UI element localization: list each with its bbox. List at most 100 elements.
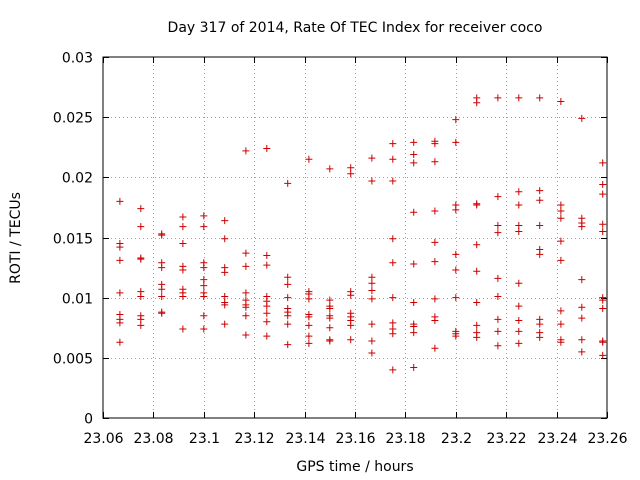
data-point-plus xyxy=(221,235,229,243)
data-point-plus xyxy=(452,294,460,302)
data-point-plus xyxy=(536,187,544,195)
data-point-plus xyxy=(347,170,355,178)
data-point-plus xyxy=(137,292,145,300)
data-point-plus xyxy=(515,188,523,196)
data-point-plus xyxy=(137,315,145,323)
data-point-plus xyxy=(452,250,460,258)
data-point-plus xyxy=(578,276,586,284)
chart-title: Day 317 of 2014, Rate Of TEC Index for r… xyxy=(168,20,543,36)
data-point-plus xyxy=(599,181,607,189)
data-point-plus xyxy=(137,321,145,329)
data-point-plus xyxy=(242,289,250,297)
data-point-plus xyxy=(284,294,292,302)
data-point-plus xyxy=(473,321,481,329)
data-point-plus xyxy=(578,223,586,231)
data-point-plus xyxy=(221,268,229,276)
data-point-plus xyxy=(494,94,502,102)
data-point-plus xyxy=(368,295,376,303)
data-point-plus xyxy=(389,366,397,374)
y-axis-label: ROTI / TECUs xyxy=(8,192,24,284)
data-point-plus xyxy=(326,296,334,304)
data-point-plus xyxy=(389,140,397,148)
data-point-plus xyxy=(494,229,502,237)
data-point-plus xyxy=(515,317,523,325)
data-point-plus xyxy=(116,197,124,205)
data-point-plus xyxy=(263,318,271,326)
y-tick-label: 0.015 xyxy=(53,232,93,248)
data-point-plus xyxy=(410,138,418,146)
data-point-plus xyxy=(305,339,313,347)
data-point-plus xyxy=(536,196,544,204)
data-point-plus xyxy=(515,302,523,310)
data-point-plus xyxy=(452,116,460,124)
y-tick-label: 0.01 xyxy=(62,292,93,308)
data-point-plus xyxy=(389,235,397,243)
data-point-plus xyxy=(263,332,271,340)
data-point-plus xyxy=(452,138,460,146)
y-tick-label: 0.03 xyxy=(62,51,93,67)
data-point-plus xyxy=(179,266,187,274)
data-point-plus xyxy=(410,329,418,337)
data-point-plus xyxy=(515,327,523,335)
data-point-plus xyxy=(431,317,439,325)
y-tick-labels: 0 0.005 0.01 0.015 0.02 0.025 0.03 xyxy=(53,51,93,428)
data-point-plus xyxy=(452,266,460,274)
data-point-plus xyxy=(242,147,250,155)
data-point-plus xyxy=(158,292,166,300)
data-point-plus xyxy=(410,150,418,158)
data-point-plus xyxy=(326,304,334,312)
data-point-plus xyxy=(347,321,355,329)
data-point-plus xyxy=(200,292,208,300)
data-point-plus xyxy=(410,208,418,216)
y-tick-label: 0.005 xyxy=(53,352,93,368)
data-point-plus xyxy=(284,273,292,281)
data-point-plus xyxy=(263,309,271,317)
data-point-plus xyxy=(242,249,250,257)
data-point-plus xyxy=(389,259,397,267)
data-point-plus xyxy=(284,179,292,187)
data-point-plus xyxy=(536,333,544,341)
data-point-plus xyxy=(116,289,124,297)
data-point-plus xyxy=(179,325,187,333)
data-point-plus xyxy=(389,155,397,163)
data-point-plus xyxy=(200,276,208,284)
data-point-plus xyxy=(557,214,565,222)
data-point-plus xyxy=(326,314,334,322)
data-point-plus xyxy=(389,294,397,302)
data-point-plus xyxy=(515,201,523,209)
data-point-plus xyxy=(431,295,439,303)
data-point-plus xyxy=(368,286,376,294)
data-point-plus xyxy=(263,261,271,269)
data-point-plus xyxy=(263,252,271,260)
data-point-plus xyxy=(284,320,292,328)
x-tick-label: 23.18 xyxy=(385,431,425,447)
data-point-plus xyxy=(494,327,502,335)
data-point-plus xyxy=(494,342,502,350)
data-point-plus xyxy=(137,223,145,231)
data-point-plus xyxy=(515,339,523,347)
data-point-plus xyxy=(494,274,502,282)
x-tick-label: 23.12 xyxy=(234,431,274,447)
data-point-plus xyxy=(305,155,313,163)
data-point-plus xyxy=(578,314,586,322)
y-tick-label: 0.025 xyxy=(53,111,93,127)
data-point-plus xyxy=(557,307,565,315)
data-point-plus xyxy=(368,273,376,281)
data-point-plus xyxy=(347,336,355,344)
data-point-plus xyxy=(305,321,313,329)
x-tick-label: 23.22 xyxy=(486,431,526,447)
data-point-plus xyxy=(557,201,565,209)
data-point-plus xyxy=(179,240,187,248)
data-point-plus xyxy=(347,291,355,299)
data-point-plus xyxy=(410,298,418,306)
data-point-plus xyxy=(179,213,187,221)
data-point-plus xyxy=(599,296,607,304)
data-point-plus xyxy=(326,165,334,173)
data-point-plus xyxy=(137,205,145,213)
data-point-plus xyxy=(431,238,439,246)
data-point-plus xyxy=(599,227,607,235)
data-point-plus xyxy=(242,312,250,320)
x-tick-label: 23.08 xyxy=(133,431,173,447)
data-point-plus xyxy=(599,220,607,228)
